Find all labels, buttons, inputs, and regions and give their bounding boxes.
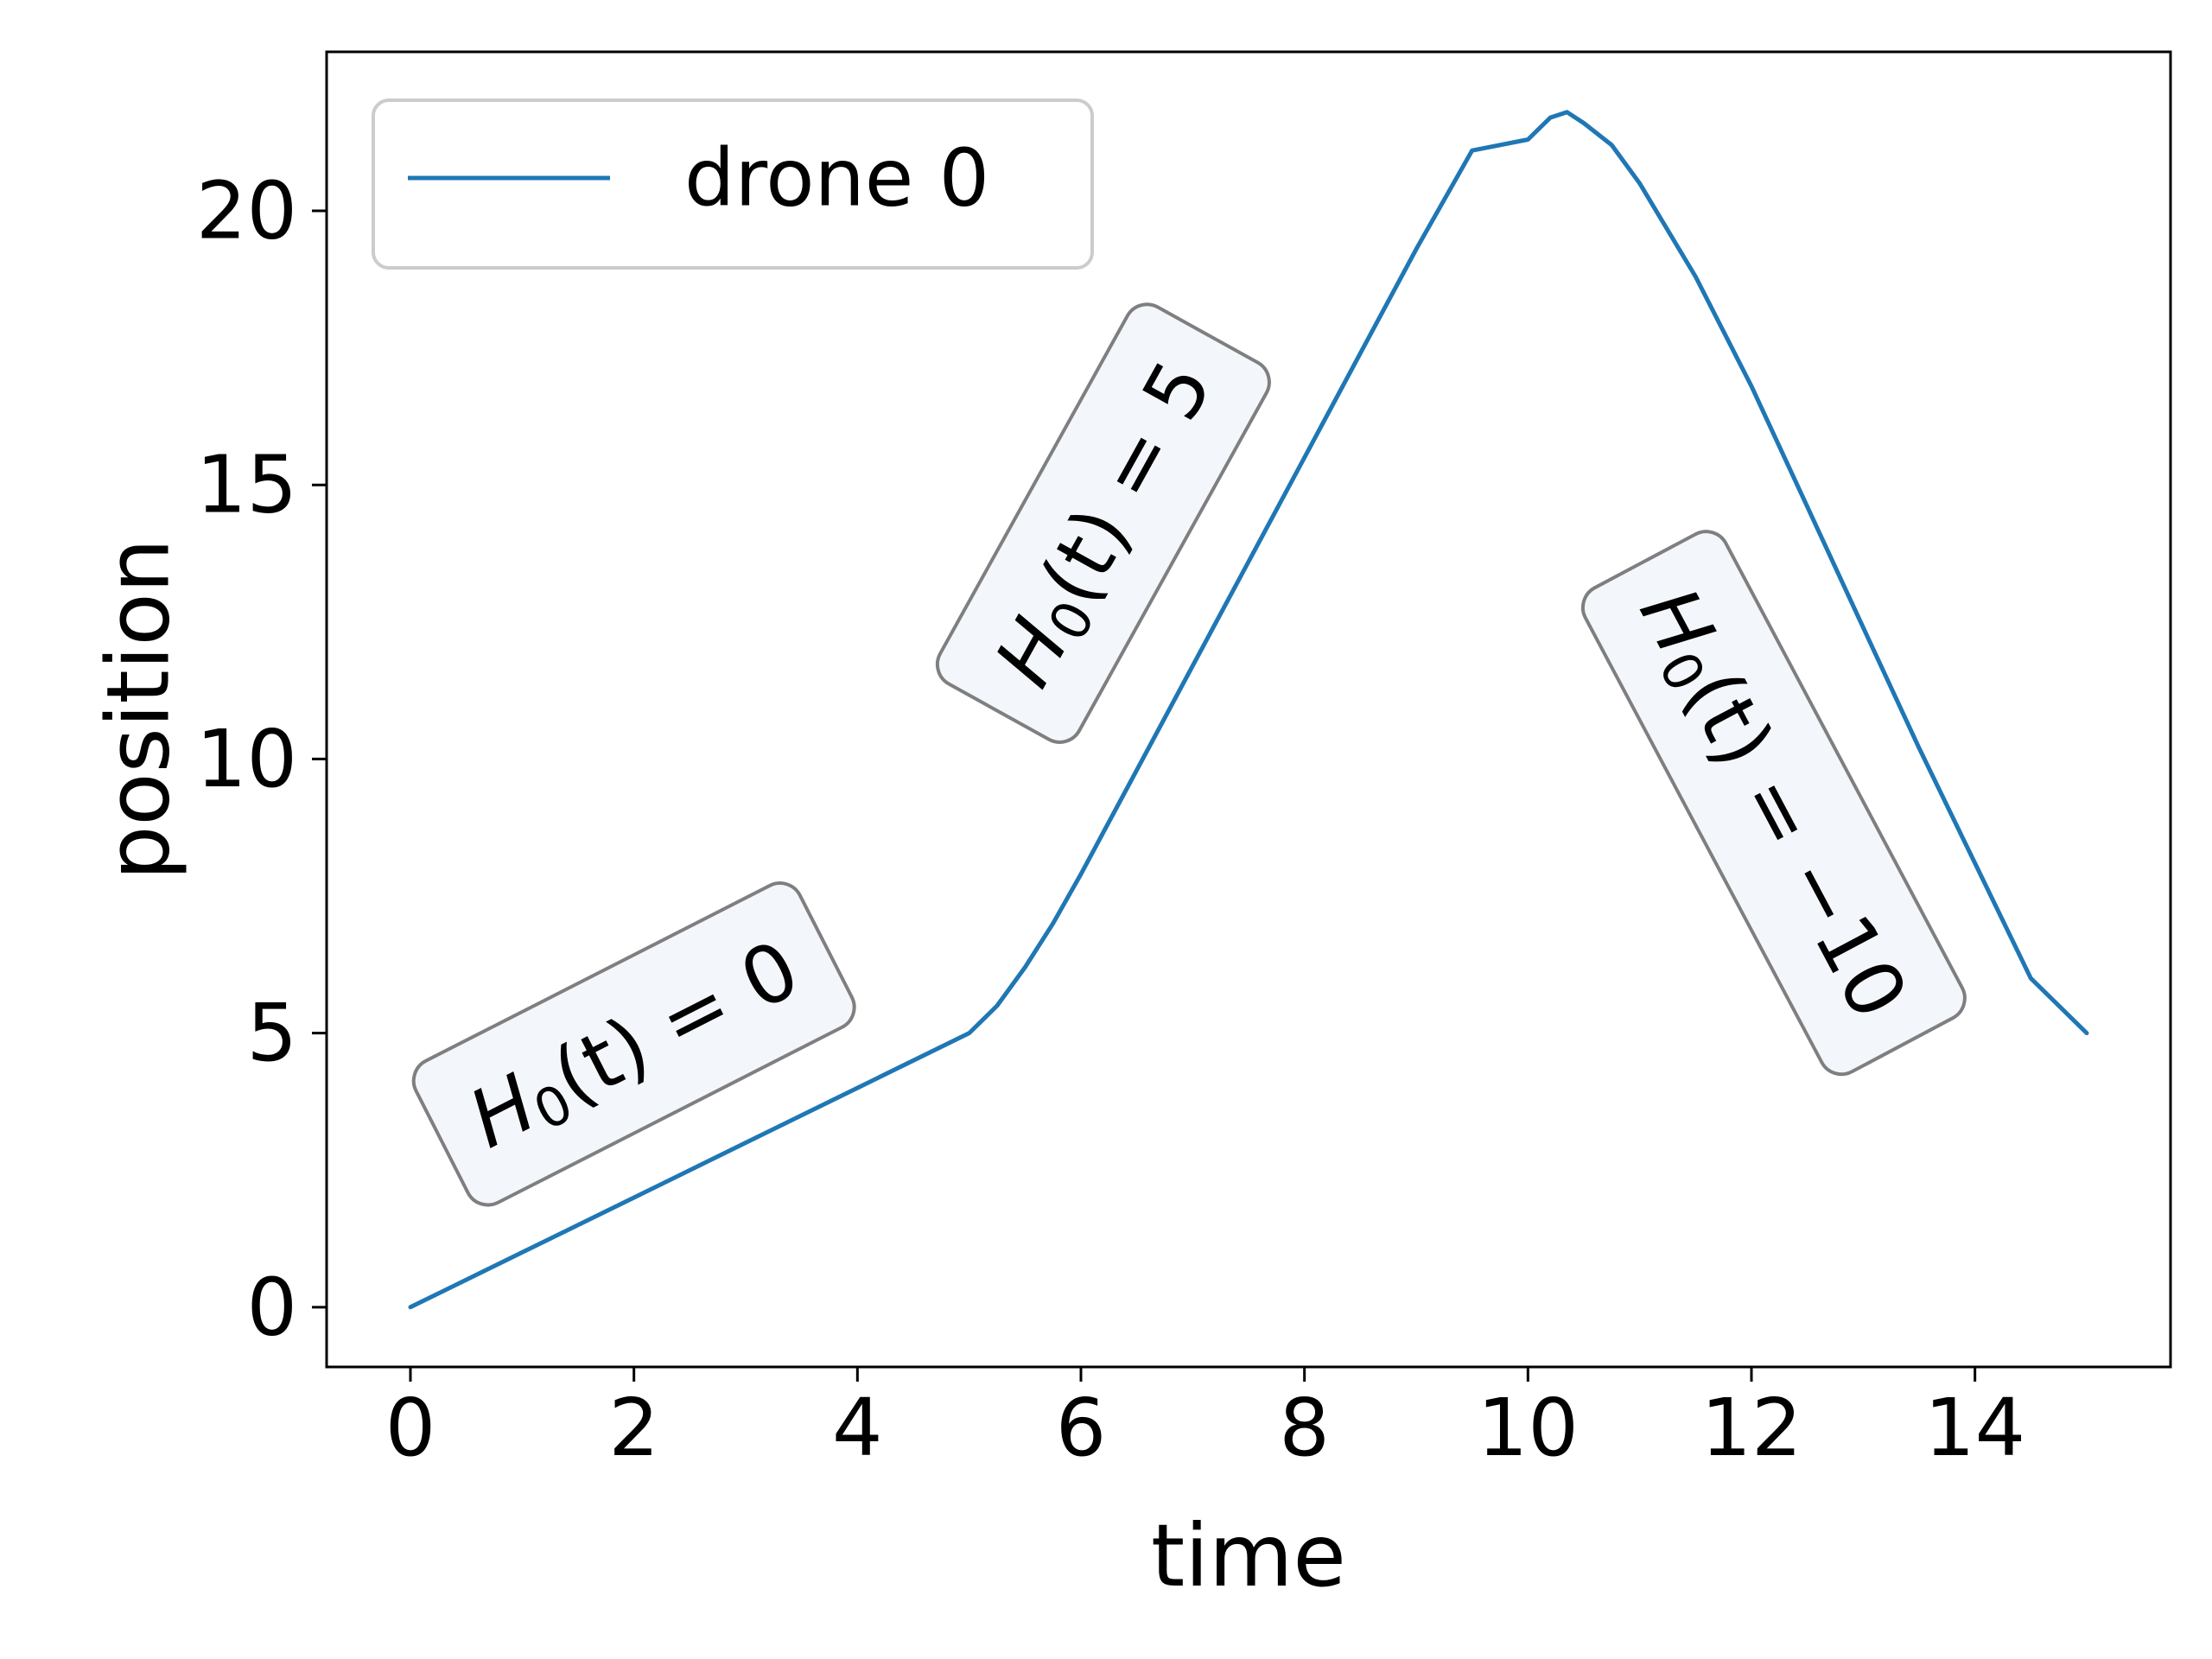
y-tick-label: 15 (196, 439, 297, 531)
plot-area (408, 110, 2089, 1310)
x-tick-label: 14 (1924, 1382, 2025, 1474)
x-tick-label: 4 (832, 1382, 883, 1474)
annotation-box (935, 302, 1271, 744)
y-axis-label: position (88, 538, 189, 880)
y-tick-label: 10 (196, 713, 297, 805)
axes: 0 2 4 6 8 10 12 14 0 5 10 15 20 (196, 50, 2172, 1474)
x-tick-label: 8 (1279, 1382, 1330, 1474)
x-axis-label: time (1151, 1505, 1346, 1606)
annotation-box (411, 881, 856, 1207)
series-line-0 (408, 110, 2089, 1310)
y-tick-label: 0 (246, 1261, 297, 1353)
x-tick-label: 6 (1056, 1382, 1107, 1474)
y-tick-label: 5 (246, 987, 297, 1079)
legend: drone 0 (372, 99, 1094, 270)
axes-frame (325, 50, 2172, 1369)
x-tick-label: 10 (1478, 1382, 1579, 1474)
legend-frame (372, 99, 1094, 270)
y-tick-label: 20 (196, 164, 297, 257)
x-tick-label: 12 (1700, 1382, 1802, 1474)
legend-label: drone 0 (684, 132, 989, 225)
x-tick-label: 0 (385, 1382, 436, 1474)
x-tick-label: 2 (608, 1382, 659, 1474)
annotation-box (1580, 530, 1967, 1077)
